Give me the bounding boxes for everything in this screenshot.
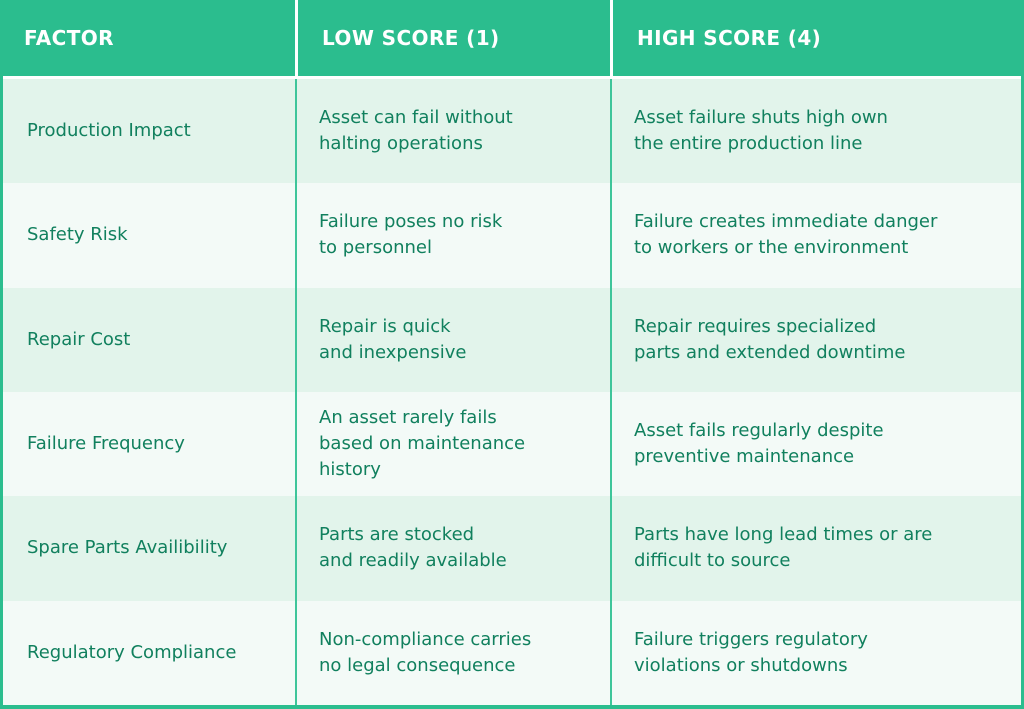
table-body: Production Impact Asset can fail without… <box>0 79 1024 705</box>
row-3-factor: Repair Cost <box>3 287 295 392</box>
header-cell-high-score: HIGH SCORE (4) <box>613 0 1024 76</box>
row-6-high: Failure triggers regulatory violations o… <box>612 600 1021 705</box>
row-4-factor: Failure Frequency <box>3 392 295 497</box>
row-1-high: Asset failure shuts high own the entire … <box>612 79 1021 184</box>
row-2-low: Failure poses no risk to personnel <box>297 183 610 288</box>
row-5-factor: Spare Parts Availibility <box>3 496 295 601</box>
row-4-low: An asset rarely fails based on maintenan… <box>297 392 610 497</box>
row-2-factor: Safety Risk <box>3 183 295 288</box>
row-5-low: Parts are stocked and readily available <box>297 496 610 601</box>
row-1-factor: Production Impact <box>3 79 295 184</box>
row-2-high: Failure creates immediate danger to work… <box>612 183 1021 288</box>
row-5-high: Parts have long lead times or are diffic… <box>612 496 1021 601</box>
header-cell-factor: FACTOR <box>0 0 295 76</box>
row-6-factor: Regulatory Compliance <box>3 600 295 705</box>
row-3-low: Repair is quick and inexpensive <box>297 287 610 392</box>
header-separator <box>3 76 1021 79</box>
row-4-high: Asset fails regularly despite preventive… <box>612 392 1021 497</box>
row-3-high: Repair requires specialized parts and ex… <box>612 287 1021 392</box>
row-1-low: Asset can fail without halting operation… <box>297 79 610 184</box>
header-cell-low-score: LOW SCORE (1) <box>298 0 610 76</box>
row-6-low: Non-compliance carries no legal conseque… <box>297 600 610 705</box>
table-header-row: FACTOR LOW SCORE (1) HIGH SCORE (4) <box>0 0 1024 76</box>
